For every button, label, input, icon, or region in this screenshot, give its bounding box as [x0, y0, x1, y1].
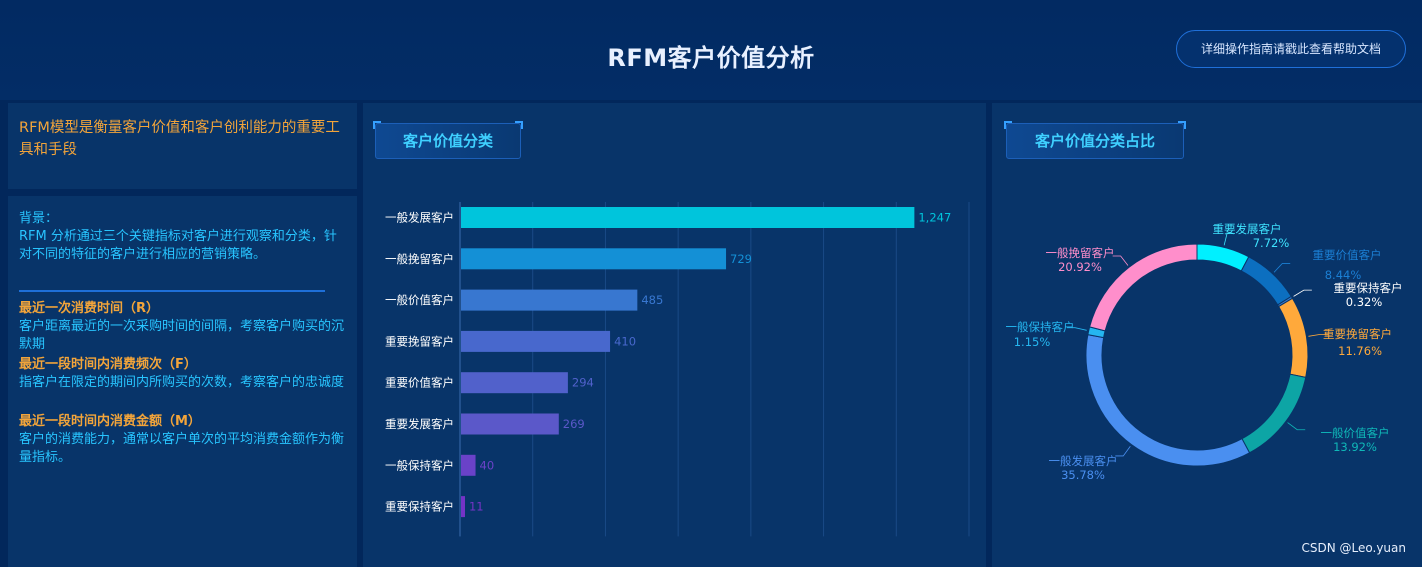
- metric-monetary: 最近一段时间内消费金额（M） 客户的消费能力，通常以客户单次的平均消费金额作为衡…: [19, 413, 349, 467]
- donut-slice-label: 重要价值客户: [1313, 248, 1382, 262]
- bar-category-label: 重要保持客户: [385, 500, 454, 514]
- bar-chart: 一般发展客户 1,247 一般挽留客户 729 一般价值客户 485 重要挽留客户 410 重要…: [385, 202, 970, 537]
- bar: [461, 496, 465, 518]
- bar-chart-panel: 客户价值分类 一般发展客户 1,247 一般挽留客户 729 一般价值客户 485 重要挽留…: [363, 103, 986, 567]
- bar: [461, 413, 559, 435]
- donut-slice-label: 一般保持客户: [1006, 320, 1075, 334]
- bar: [461, 330, 611, 352]
- donut-leader-line: [1223, 233, 1236, 246]
- donut-slice-label: 重要发展客户: [1213, 222, 1282, 236]
- bar-category-label: 一般挽留客户: [385, 252, 454, 266]
- donut-leader-line: [1293, 289, 1312, 297]
- donut-slice-label: 重要保持客户: [1334, 281, 1403, 295]
- donut-slice-percent: 1.15%: [1014, 335, 1051, 349]
- donut-slice: [1196, 243, 1250, 272]
- donut-leader-line: [1112, 255, 1129, 266]
- bar-category-label: 一般价值客户: [385, 293, 454, 307]
- watermark: CSDN @Leo.yuan: [1301, 541, 1407, 555]
- pie-section-title: 客户价值分类占比: [1004, 121, 1186, 159]
- donut-leader-line: [1115, 445, 1131, 457]
- bar-value-label: 40: [480, 458, 495, 472]
- bar-value-label: 1,247: [918, 211, 951, 225]
- donut-slice-percent: 13.92%: [1333, 440, 1377, 454]
- header-bar: RFM客户价值分析 详细操作指南请戳此查看帮助文档: [0, 0, 1422, 100]
- donut-slice-percent: 11.76%: [1338, 344, 1382, 358]
- bar-value-label: 410: [614, 334, 636, 348]
- intro-panel: RFM模型是衡量客户价值和客户创利能力的重要工具和手段: [8, 103, 357, 189]
- donut-slice: [1240, 256, 1292, 306]
- page-title: RFM客户价值分析: [607, 44, 815, 72]
- donut-slice-percent: 35.78%: [1061, 468, 1105, 482]
- donut-slice-label: 一般发展客户: [1049, 454, 1118, 468]
- metric-desc: 指客户在限定的期间内所购买的次数，考察客户的忠诚度: [19, 375, 345, 390]
- bar-value-label: 269: [563, 417, 585, 431]
- metric-desc: 客户距离最近的一次采购时间的间隔，考察客户购买的沉默期: [19, 319, 345, 352]
- bar-category-label: 一般发展客户: [385, 211, 454, 225]
- bar: [461, 454, 476, 476]
- bar-value-label: 11: [469, 500, 484, 514]
- donut-slice-label: 一般价值客户: [1321, 426, 1390, 440]
- donut-slice: [1085, 334, 1251, 467]
- donut-leader-line: [1273, 263, 1291, 273]
- metric-recency: 最近一次消费时间（R） 客户距离最近的一次采购时间的间隔，考察客户购买的沉默期: [19, 300, 349, 354]
- donut-slice: [1241, 373, 1307, 454]
- metric-frequency: 最近一段时间内消费频次（F） 指客户在限定的期间内所购买的次数，考察客户的忠诚度: [19, 356, 349, 392]
- bar-value-label: 485: [641, 293, 663, 307]
- description-panel: 背景： RFM 分析通过三个关键指标对客户进行观察和分类，针对不同的特征的客户进…: [8, 196, 357, 567]
- donut-slice: [1089, 243, 1198, 332]
- bar: [461, 207, 915, 228]
- donut-slice: [1278, 297, 1309, 379]
- donut-slice-percent: 0.32%: [1346, 295, 1383, 309]
- metric-title: 最近一段时间内消费金额（M）: [19, 414, 201, 429]
- background-text: RFM 分析通过三个关键指标对客户进行观察和分类，针对不同的特征的客户进行相应的…: [19, 229, 337, 262]
- donut-slice-label: 一般挽留客户: [1046, 246, 1115, 260]
- donut-slice-percent: 20.92%: [1058, 260, 1102, 274]
- bar-category-label: 重要价值客户: [385, 376, 454, 390]
- bar-category-label: 一般保持客户: [385, 458, 454, 472]
- metric-title: 最近一段时间内消费频次（F）: [19, 357, 197, 372]
- bar-value-label: 729: [730, 252, 752, 266]
- donut-leader-line: [1287, 422, 1306, 431]
- background-label: 背景：: [19, 211, 59, 226]
- bar: [461, 248, 727, 270]
- divider: [19, 290, 325, 292]
- metric-title: 最近一次消费时间（R）: [19, 301, 160, 316]
- bar-section-title: 客户价值分类: [373, 121, 523, 159]
- donut-slice-percent: 7.72%: [1253, 236, 1290, 250]
- bar-category-label: 重要发展客户: [385, 417, 454, 431]
- metric-desc: 客户的消费能力，通常以客户单次的平均消费金额作为衡量指标。: [19, 432, 345, 465]
- help-doc-button[interactable]: 详细操作指南请戳此查看帮助文档: [1176, 30, 1406, 68]
- bar-value-label: 294: [572, 376, 594, 390]
- bar: [461, 289, 638, 311]
- donut-leader-line: [1067, 327, 1087, 331]
- bar: [461, 372, 568, 394]
- donut-slice-percent: 8.44%: [1325, 268, 1362, 282]
- intro-text: RFM模型是衡量客户价值和客户创利能力的重要工具和手段: [19, 120, 340, 158]
- donut-slice-label: 重要挽留客户: [1323, 327, 1392, 341]
- donut-leader-line: [1308, 333, 1329, 337]
- pie-chart-panel: 客户价值分类占比 重要发展客户 7.72% 重要价值客户 8.44% 重要保持客户 0.3…: [992, 103, 1422, 567]
- bar-category-label: 重要挽留客户: [385, 334, 454, 348]
